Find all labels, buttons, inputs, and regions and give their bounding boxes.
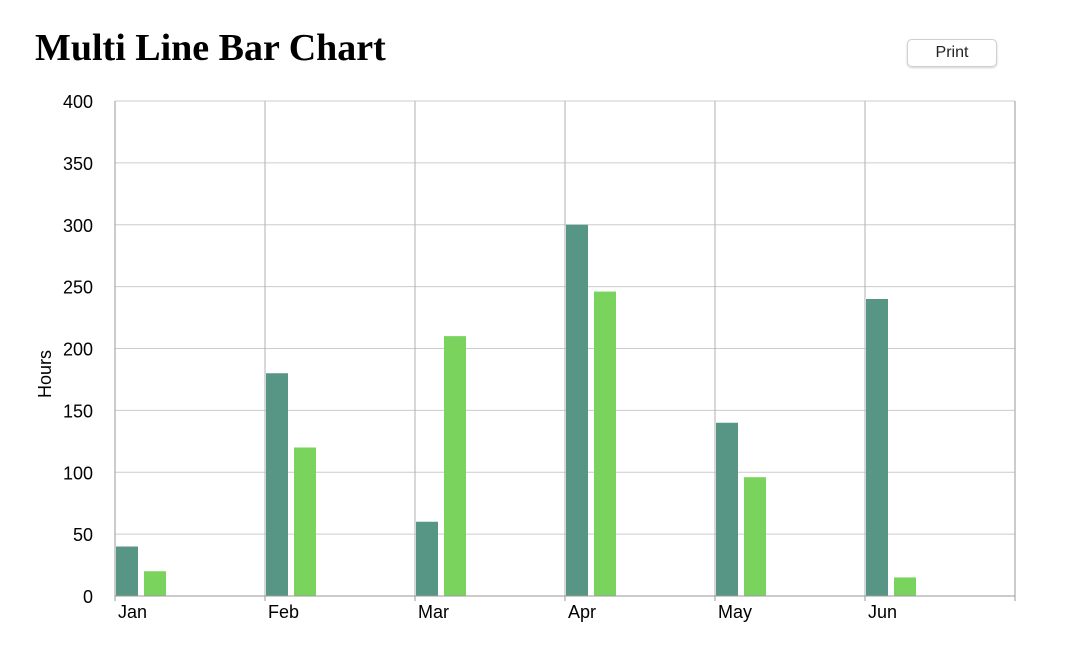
y-tick-label: 200: [63, 340, 93, 360]
y-tick-label: 300: [63, 216, 93, 236]
grid: [114, 100, 1016, 596]
y-tick-label: 250: [63, 278, 93, 298]
axes: 0 50 100 150 200 250 300 350 400 Jan Feb Mar Apr May J…: [63, 92, 1016, 622]
bar-series-1-mar: [416, 521, 438, 596]
bar-series-2-jun: [894, 577, 916, 596]
bar-series-1-may: [716, 422, 738, 596]
bar-series-1-feb: [266, 373, 288, 596]
x-tick-label: Mar: [418, 602, 449, 622]
bar-series-2-apr: [594, 291, 616, 596]
y-tick-label: 100: [63, 463, 93, 483]
x-tick-label: May: [718, 602, 752, 622]
y-tick-label: 150: [63, 401, 93, 421]
x-tick-label: Jun: [868, 602, 897, 622]
y-axis-label: Hours: [35, 350, 55, 398]
bar-series-1-apr: [566, 224, 588, 596]
bar-series-2-jan: [144, 571, 166, 596]
y-tick-label: 50: [73, 525, 93, 545]
bar-series-1-jun: [866, 299, 888, 596]
y-tick-label: 400: [63, 92, 93, 112]
y-tick-label: 0: [83, 587, 93, 607]
bar-series-2-mar: [444, 336, 466, 596]
y-tick-label: 350: [63, 154, 93, 174]
bar-series-2-feb: [294, 447, 316, 596]
page-title: Multi Line Bar Chart: [35, 27, 386, 69]
bar-series-1-jan: [116, 546, 138, 596]
x-tick-label: Jan: [118, 602, 147, 622]
bar-series-2-may: [744, 477, 766, 596]
print-button[interactable]: Print: [907, 39, 997, 67]
x-tick-label: Apr: [568, 602, 596, 622]
x-tick-label: Feb: [268, 602, 299, 622]
bars: [116, 224, 916, 596]
